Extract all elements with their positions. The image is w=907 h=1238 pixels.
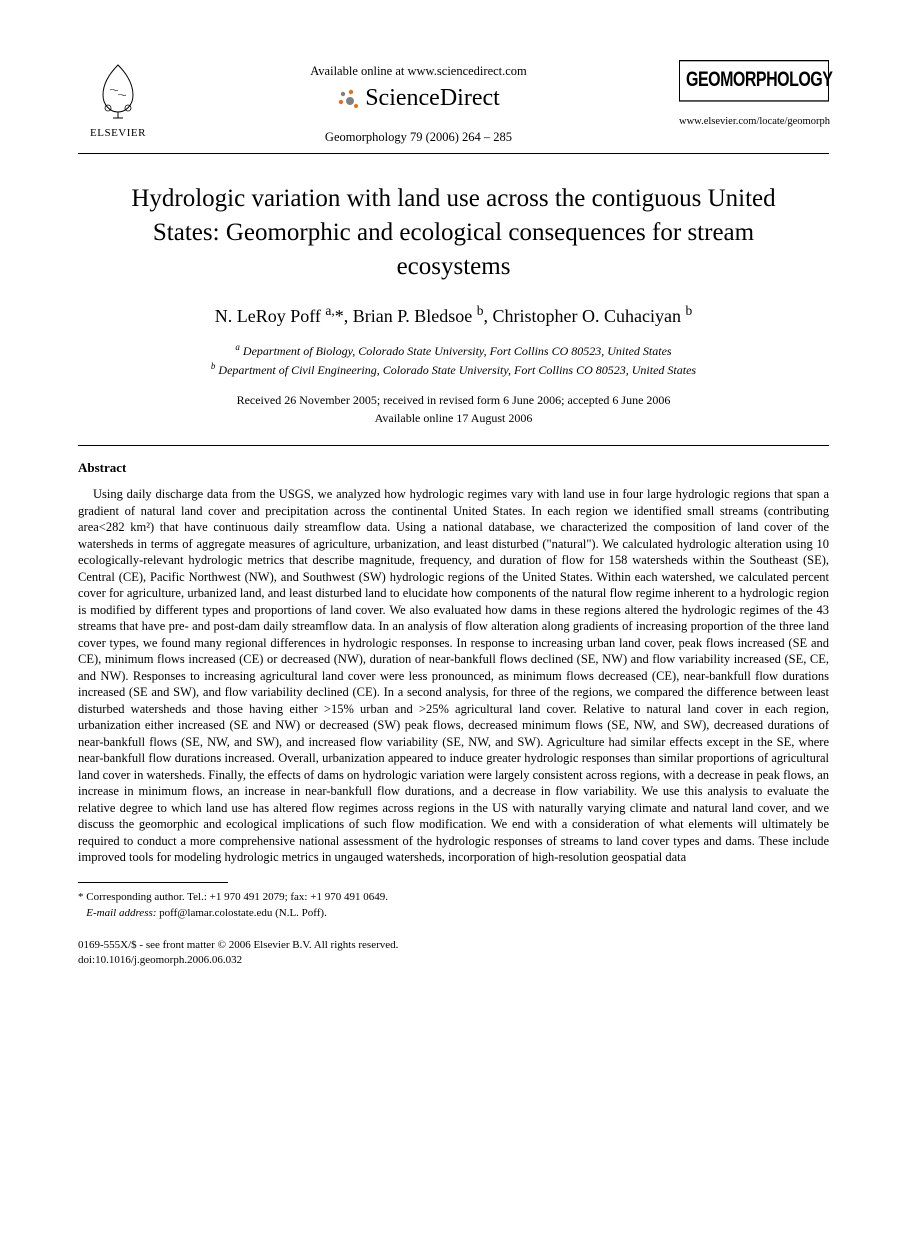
footnote-rule <box>78 882 228 883</box>
journal-badge: GEOMORPHOLOGY <box>679 60 829 102</box>
email-address: poff@lamar.colostate.edu <box>159 907 272 919</box>
corresponding-author: * Corresponding author. Tel.: +1 970 491… <box>78 891 388 903</box>
page: ELSEVIER Available online at www.science… <box>0 0 907 1009</box>
authors: N. LeRoy Poff a,*, Brian P. Bledsoe b, C… <box>78 303 829 327</box>
copyright: 0169-555X/$ - see front matter © 2006 El… <box>78 938 829 969</box>
sciencedirect-label: ScienceDirect <box>365 85 500 112</box>
sciencedirect-icon <box>337 88 359 110</box>
email-label: E-mail address: <box>86 907 156 919</box>
doi: doi:10.1016/j.geomorph.2006.06.032 <box>78 954 242 966</box>
footnote: * Corresponding author. Tel.: +1 970 491… <box>78 889 829 922</box>
email-paren: (N.L. Poff). <box>275 907 327 919</box>
journal-reference: Geomorphology 79 (2006) 264 – 285 <box>158 130 679 145</box>
abstract-heading: Abstract <box>78 460 829 476</box>
header-row: ELSEVIER Available online at www.science… <box>78 60 829 145</box>
header-center: Available online at www.sciencedirect.co… <box>158 60 679 145</box>
header-rule <box>78 153 829 154</box>
affiliation-b: Department of Civil Engineering, Colorad… <box>218 363 696 377</box>
abstract-rule-top <box>78 445 829 446</box>
article-title: Hydrologic variation with land use acros… <box>98 182 809 283</box>
affiliation-a: Department of Biology, Colorado State Un… <box>243 344 672 358</box>
copyright-line1: 0169-555X/$ - see front matter © 2006 El… <box>78 939 398 951</box>
abstract-body: Using daily discharge data from the USGS… <box>78 486 829 866</box>
header-right: GEOMORPHOLOGY www.elsevier.com/locate/ge… <box>679 60 829 127</box>
elsevier-label: ELSEVIER <box>78 127 158 139</box>
dates-line1: Received 26 November 2005; received in r… <box>237 393 671 407</box>
elsevier-tree-icon <box>88 60 148 120</box>
sciencedirect-logo: ScienceDirect <box>337 85 500 112</box>
journal-url: www.elsevier.com/locate/geomorph <box>679 116 829 127</box>
dates-line2: Available online 17 August 2006 <box>375 411 533 425</box>
available-online-text: Available online at www.sciencedirect.co… <box>158 64 679 79</box>
elsevier-logo: ELSEVIER <box>78 60 158 139</box>
affiliations: a Department of Biology, Colorado State … <box>78 341 829 379</box>
article-dates: Received 26 November 2005; received in r… <box>78 391 829 427</box>
